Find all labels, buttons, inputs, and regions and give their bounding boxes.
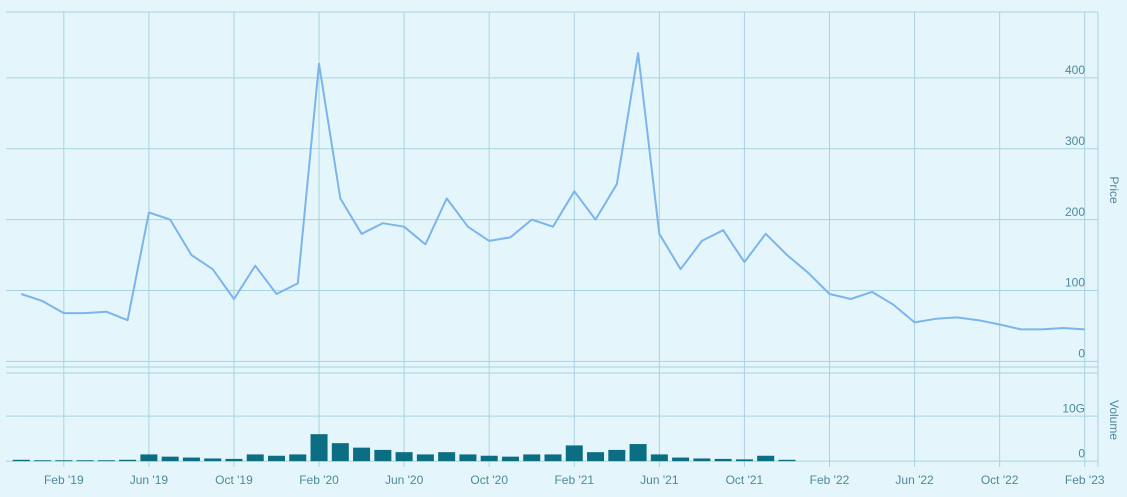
volume-bar bbox=[225, 458, 243, 462]
x-tick-label: Jun '21 bbox=[640, 473, 679, 487]
volume-bar bbox=[459, 454, 477, 462]
volume-bar bbox=[34, 460, 52, 462]
y2-tick-label: 10G bbox=[1062, 401, 1085, 415]
x-tick-label: Feb '21 bbox=[554, 473, 594, 487]
volume-bar bbox=[140, 454, 158, 462]
volume-bar bbox=[416, 454, 434, 462]
volume-bar bbox=[310, 434, 328, 462]
volume-bar bbox=[714, 458, 732, 462]
volume-bar bbox=[12, 459, 30, 462]
y-tick-label: 100 bbox=[1065, 276, 1085, 290]
volume-bar bbox=[246, 454, 264, 462]
y-tick-label: 0 bbox=[1078, 347, 1085, 361]
y-tick-label: 200 bbox=[1065, 205, 1085, 219]
volume-bar bbox=[119, 459, 137, 462]
volume-bar bbox=[629, 444, 647, 462]
x-tick-label: Feb '23 bbox=[1065, 473, 1105, 487]
volume-bar bbox=[353, 447, 371, 462]
volume-bar bbox=[395, 452, 413, 462]
x-tick-label: Jun '20 bbox=[385, 473, 424, 487]
volume-bar bbox=[97, 460, 115, 462]
x-tick-label: Feb '20 bbox=[299, 473, 339, 487]
volume-bar bbox=[438, 452, 456, 462]
y2-axis-title: Volume bbox=[1107, 400, 1121, 440]
volume-bar bbox=[204, 458, 222, 462]
volume-bar bbox=[161, 456, 179, 462]
volume-bar bbox=[523, 454, 541, 462]
volume-bar bbox=[76, 460, 94, 462]
y2-tick-label: 0 bbox=[1078, 446, 1085, 460]
volume-bar bbox=[693, 458, 711, 462]
volume-bar bbox=[778, 459, 796, 462]
volume-bar bbox=[374, 449, 392, 462]
x-tick-label: Oct '20 bbox=[470, 473, 508, 487]
x-tick-label: Feb '19 bbox=[44, 473, 84, 487]
x-tick-label: Jun '19 bbox=[130, 473, 169, 487]
y-axis-title: Price bbox=[1107, 176, 1121, 204]
x-tick-label: Oct '21 bbox=[726, 473, 764, 487]
volume-bar bbox=[672, 457, 690, 462]
x-tick-label: Oct '22 bbox=[981, 473, 1019, 487]
volume-bar bbox=[650, 454, 668, 462]
volume-bar bbox=[608, 449, 626, 462]
volume-bar bbox=[182, 457, 200, 462]
volume-bar bbox=[501, 456, 519, 462]
y-tick-label: 300 bbox=[1065, 134, 1085, 148]
volume-bar bbox=[735, 459, 753, 462]
y-tick-label: 400 bbox=[1065, 63, 1085, 77]
x-tick-label: Jun '22 bbox=[895, 473, 934, 487]
price-line bbox=[20, 52, 1085, 331]
volume-bar bbox=[544, 454, 562, 462]
x-tick-label: Oct '19 bbox=[215, 473, 253, 487]
volume-bar bbox=[55, 460, 73, 462]
volume-bar bbox=[289, 454, 307, 462]
volume-bar bbox=[565, 445, 583, 462]
volume-bar bbox=[757, 455, 775, 462]
volume-bar bbox=[587, 452, 605, 462]
volume-bar bbox=[331, 443, 349, 462]
x-tick-label: Feb '22 bbox=[810, 473, 850, 487]
volume-bar bbox=[267, 455, 286, 462]
volume-bar bbox=[480, 455, 498, 462]
